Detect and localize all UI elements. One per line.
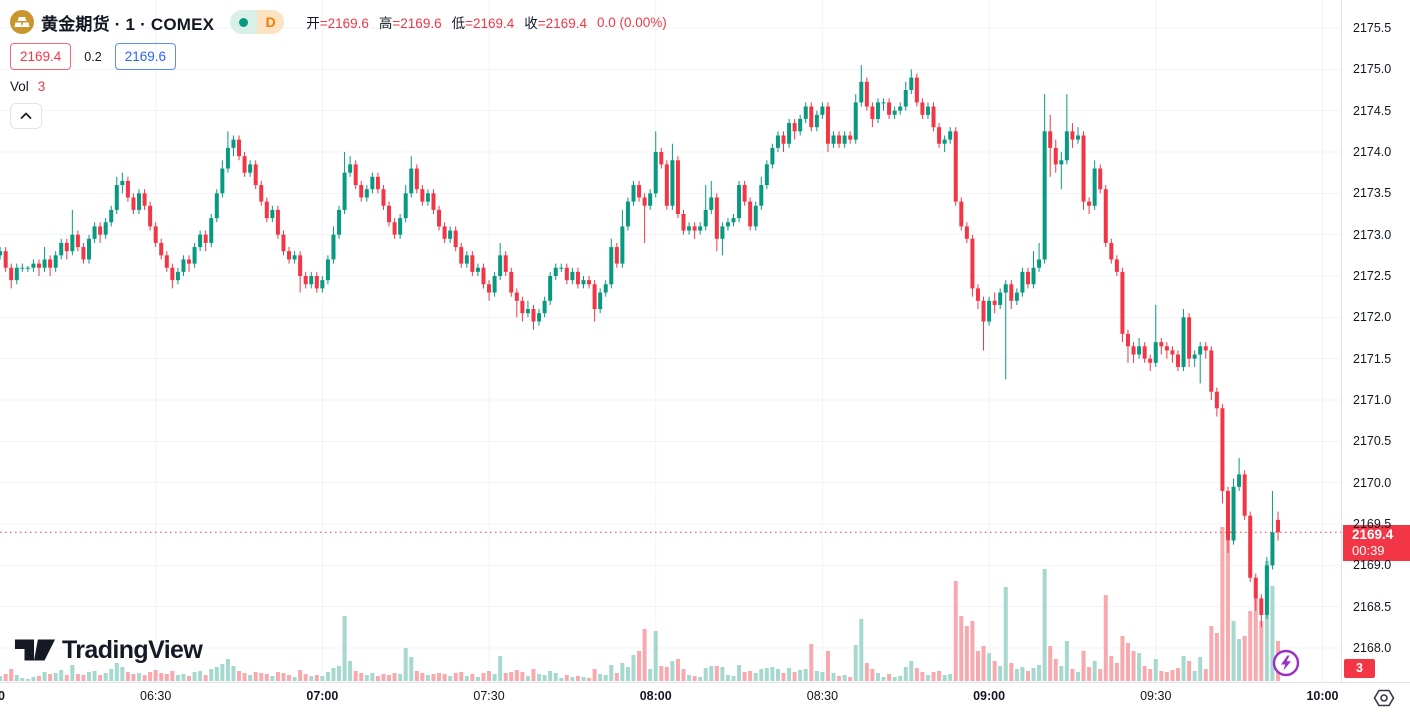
interval-badge[interactable]: D: [230, 10, 285, 34]
close-label: 收: [524, 16, 538, 31]
price-tick: 2169.5: [1353, 517, 1392, 531]
price-axis[interactable]: 2169.4 00:39 3 2175.5 2175.0 2174.5 2174.0 2…: [1341, 0, 1410, 682]
spread-value: 0.2: [84, 49, 102, 64]
time-tick: 10:00: [1306, 689, 1339, 703]
price-tick: 2169.0: [1353, 558, 1392, 573]
last-price-value: 2169.4: [1352, 527, 1394, 543]
low-value: =2169.4: [465, 16, 515, 31]
collapse-legend-button[interactable]: [10, 103, 42, 129]
price-chart[interactable]: [0, 0, 1342, 682]
price-tick: 2172.0: [1353, 310, 1392, 325]
time-tick: 09:30: [1140, 689, 1172, 703]
price-tick: 2172.5: [1353, 269, 1392, 283]
volume-series: [0, 527, 1280, 681]
change-value: 0.0 (0.00%): [596, 14, 667, 30]
open-label: 开: [306, 16, 320, 31]
price-tick: 2171.0: [1353, 393, 1392, 407]
price-tick: 2170.5: [1353, 434, 1392, 449]
gold-symbol-icon: [10, 10, 34, 34]
price-tick: 2174.5: [1353, 103, 1392, 118]
price-tick: 2175.5: [1353, 21, 1392, 35]
volume-indicator-legend: Vol 3: [10, 79, 667, 94]
volume-axis-badge: 3: [1344, 659, 1375, 678]
tradingview-logo-icon: [14, 639, 56, 661]
time-tick: 09:00: [973, 689, 1006, 703]
buy-price-button[interactable]: 2169.6: [114, 43, 176, 70]
ohlc-readout: 开=2169.6 高=2169.6 低=2169.4 收=2169.4 0.0 …: [306, 12, 667, 32]
price-tick: 2170.0: [1353, 475, 1392, 490]
price-tick: 2171.5: [1353, 351, 1392, 366]
price-tick: 2168.5: [1353, 599, 1392, 614]
time-tick: 08:30: [806, 689, 839, 703]
time-tick: 07:30: [473, 689, 505, 703]
volume-value: 3: [37, 79, 46, 94]
close-value: =2169.4: [537, 16, 587, 31]
time-tick: 08:00: [639, 689, 672, 703]
lightning-icon: [1281, 655, 1291, 671]
symbol-title[interactable]: 黄金期货 · 1 · COMEX: [41, 14, 215, 34]
market-status-dot-wrap: [230, 10, 258, 34]
high-value: =2169.6: [392, 16, 442, 31]
tradingview-logo[interactable]: TradingView: [14, 634, 203, 666]
low-label: 低: [451, 16, 466, 31]
candlestick-series: [0, 65, 1280, 628]
market-open-dot: [239, 17, 249, 27]
timezone-settings-icon[interactable]: [1372, 688, 1396, 708]
chart-legend: 黄金期货 · 1 · COMEX D 开=2169.6 高=2169.6 低=2…: [10, 8, 667, 129]
price-tick: 2173.5: [1353, 186, 1392, 201]
price-tick: 2173.0: [1353, 227, 1392, 242]
last-price-label: 2169.4 00:39: [1343, 525, 1410, 562]
gridlines: [0, 0, 1342, 682]
interval-label: D: [257, 10, 285, 34]
open-value: =2169.6: [319, 16, 369, 31]
flash-trade-button[interactable]: [1272, 649, 1300, 677]
time-tick: 06:30: [140, 689, 172, 703]
price-tick: 2174.0: [1353, 145, 1392, 159]
time-axis[interactable]: 06:00 06:30 07:00 07:30 08:00 08:30 09:00 09:30…: [0, 682, 1410, 713]
tradingview-logo-text: TradingView: [62, 635, 203, 664]
chevron-up-icon: [20, 112, 32, 120]
sell-price-button[interactable]: 2169.4: [10, 43, 72, 70]
volume-label: Vol: [10, 79, 29, 94]
time-tick: 07:00: [306, 689, 339, 703]
price-tick: 2168.0: [1353, 641, 1392, 655]
time-tick: 06:00: [0, 689, 5, 703]
price-tick: 2175.0: [1353, 62, 1392, 77]
bar-countdown: 00:39: [1352, 543, 1385, 559]
high-label: 高: [378, 16, 393, 31]
